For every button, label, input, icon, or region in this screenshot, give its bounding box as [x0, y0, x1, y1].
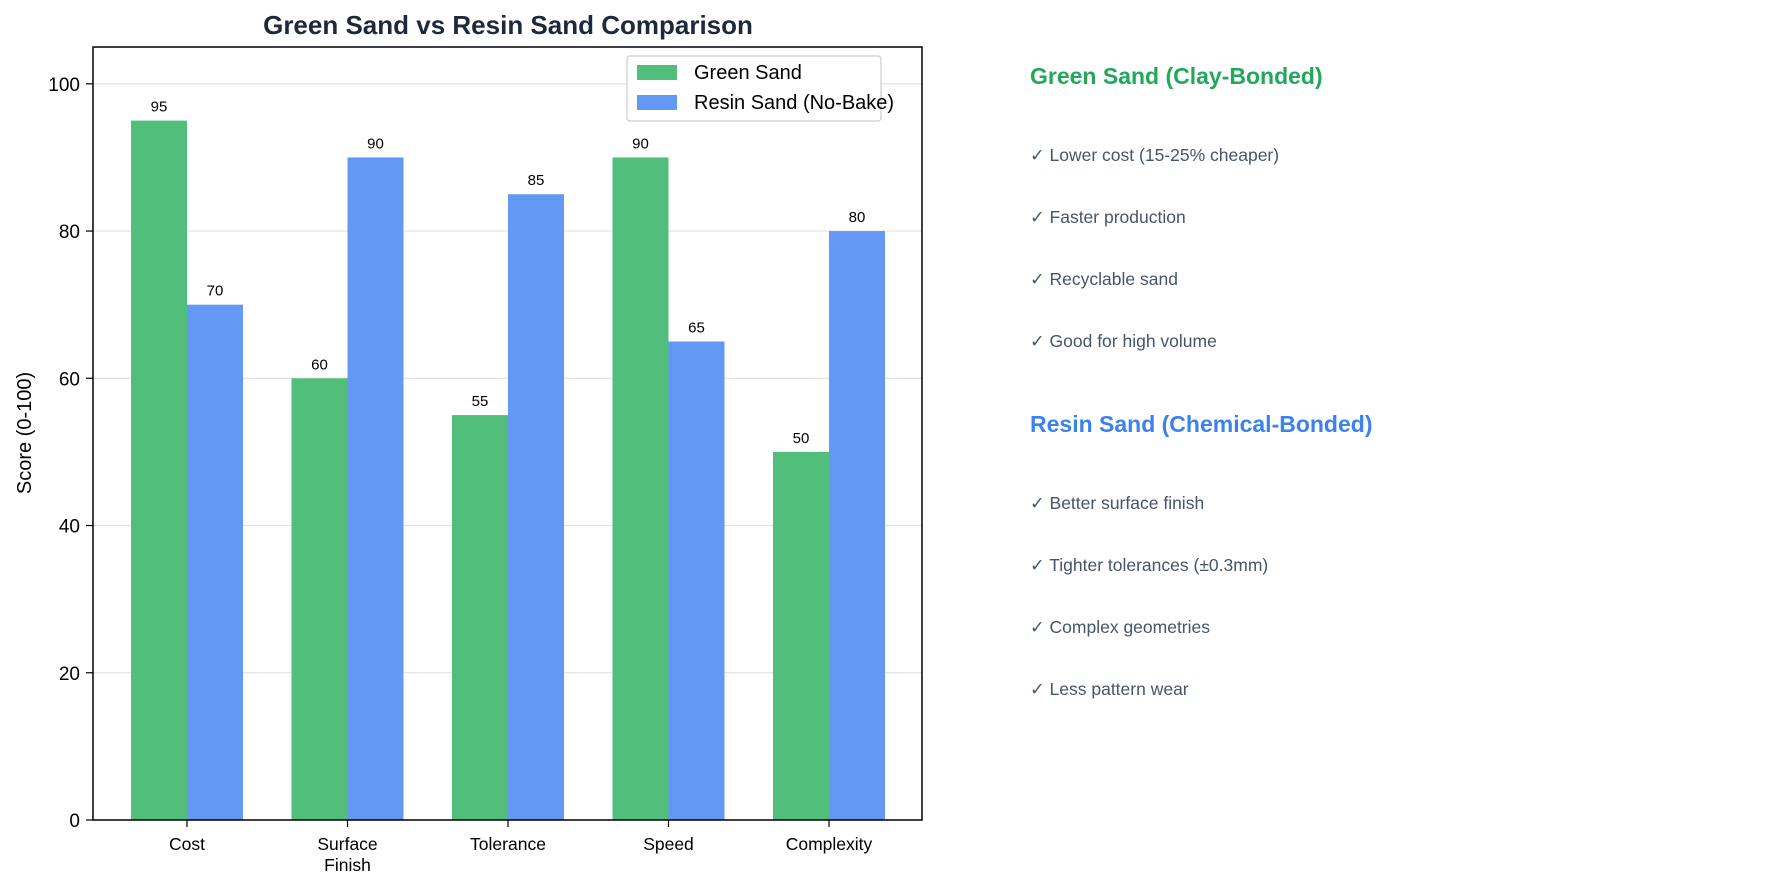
bar-green-sand — [612, 157, 669, 820]
resin-sand-heading: Resin Sand (Chemical-Bonded) — [1030, 411, 1373, 437]
y-tick-label: 60 — [59, 369, 80, 390]
x-tick-label: Tolerance — [470, 834, 546, 854]
bar-green-sand — [452, 415, 508, 820]
bar-value-label: 85 — [528, 172, 545, 189]
x-tick-label: Cost — [169, 834, 205, 854]
y-axis: 0 20 40 60 80 100 — [48, 75, 93, 832]
chart-title: Green Sand vs Resin Sand Comparison — [263, 10, 753, 40]
green-sand-benefit: ✓ Lower cost (15-25% cheaper) — [1030, 145, 1280, 165]
x-axis: Cost Surface Finish Tolerance Speed Complexit… — [169, 820, 873, 875]
green-sand-heading: Green Sand (Clay-Bonded) — [1030, 63, 1323, 89]
bar-value-label: 70 — [207, 283, 224, 300]
resin-sand-benefit: ✓ Better surface finish — [1030, 493, 1205, 513]
bar-value-label: 55 — [472, 393, 489, 410]
bar-resin-sand-no-bake — [668, 341, 725, 820]
resin-sand-benefit: ✓ Tighter tolerances (±0.3mm) — [1030, 555, 1269, 575]
green-sand-benefit: ✓ Good for high volume — [1030, 331, 1217, 351]
bar-value-label: 90 — [632, 135, 649, 152]
y-tick-label: 80 — [59, 222, 80, 243]
legend-label-resin-sand: Resin Sand (No-Bake) — [694, 92, 894, 114]
bar-value-labels: 95 70 60 90 55 85 90 65 50 80 — [151, 99, 866, 447]
y-tick-label: 100 — [48, 75, 80, 96]
y-tick-label: 20 — [59, 664, 80, 685]
bar-value-label: 60 — [311, 356, 328, 373]
bar-resin-sand-no-bake — [508, 194, 564, 820]
x-tick-label: Speed — [643, 834, 694, 854]
bar-value-label: 80 — [849, 209, 866, 226]
legend-swatch-green-sand — [637, 65, 677, 80]
bar-resin-sand-no-bake — [829, 231, 885, 821]
bars — [131, 120, 885, 821]
resin-sand-benefit: ✓ Less pattern wear — [1030, 679, 1189, 699]
legend: Green Sand Resin Sand (No-Bake) — [626, 55, 894, 122]
legend-label-green-sand: Green Sand — [694, 62, 802, 84]
y-tick-label: 0 — [69, 811, 80, 832]
bar-green-sand — [291, 378, 348, 820]
bar-resin-sand-no-bake — [187, 304, 243, 821]
legend-frame — [626, 55, 882, 122]
x-tick-label: Complexity — [786, 834, 873, 854]
bar-value-label: 90 — [367, 135, 384, 152]
green-sand-benefit: ✓ Faster production — [1030, 207, 1186, 227]
bar-value-label: 95 — [151, 99, 168, 116]
x-tick-label: Surface Finish — [317, 834, 377, 875]
y-tick-label: 40 — [59, 517, 80, 538]
green-sand-benefit: ✓ Recyclable sand — [1030, 269, 1178, 289]
bar-resin-sand-no-bake — [347, 157, 404, 820]
bar-green-sand — [773, 451, 829, 820]
bar-value-label: 50 — [793, 430, 810, 447]
bar-green-sand — [131, 120, 187, 821]
y-axis-label: Score (0-100) — [14, 372, 36, 494]
legend-swatch-resin-sand — [637, 95, 677, 110]
comparison-bar-chart: Green Sand vs Resin Sand Comparison 95 70… — [14, 10, 923, 875]
resin-sand-benefit: ✓ Complex geometries — [1030, 617, 1211, 637]
bar-value-label: 65 — [688, 319, 705, 336]
